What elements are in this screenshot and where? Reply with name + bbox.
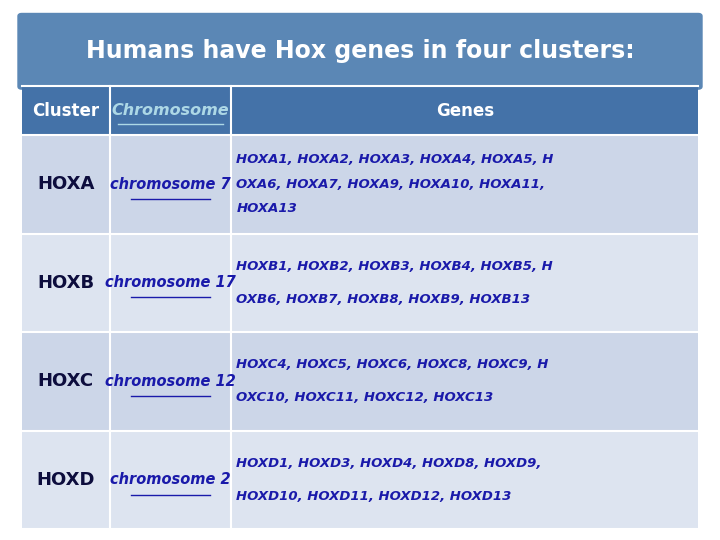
Text: Chromosome: Chromosome [112, 103, 229, 118]
Text: HOXA1, HOXA2, HOXA3, HOXA4, HOXA5, H: HOXA1, HOXA2, HOXA3, HOXA4, HOXA5, H [236, 153, 554, 166]
Text: OXA6, HOXA7, HOXA9, HOXA10, HOXA11,: OXA6, HOXA7, HOXA9, HOXA10, HOXA11, [236, 178, 546, 191]
Text: HOXD10, HOXD11, HOXD12, HOXD13: HOXD10, HOXD11, HOXD12, HOXD13 [236, 490, 512, 503]
FancyBboxPatch shape [22, 233, 698, 332]
Text: HOXA13: HOXA13 [236, 202, 297, 215]
Text: chromosome 12: chromosome 12 [105, 374, 236, 389]
Text: HOXD: HOXD [36, 471, 95, 489]
Text: chromosome 17: chromosome 17 [105, 275, 236, 291]
Text: HOXA: HOXA [37, 176, 94, 193]
Text: HOXC4, HOXC5, HOXC6, HOXC8, HOXC9, H: HOXC4, HOXC5, HOXC6, HOXC8, HOXC9, H [236, 359, 549, 372]
FancyBboxPatch shape [18, 14, 702, 89]
FancyBboxPatch shape [22, 332, 698, 431]
Text: chromosome 2: chromosome 2 [110, 472, 231, 488]
Text: Genes: Genes [436, 102, 494, 120]
Text: Humans have Hox genes in four clusters:: Humans have Hox genes in four clusters: [86, 39, 634, 63]
Text: chromosome 7: chromosome 7 [110, 177, 231, 192]
FancyBboxPatch shape [22, 135, 698, 233]
Text: HOXD1, HOXD3, HOXD4, HOXD8, HOXD9,: HOXD1, HOXD3, HOXD4, HOXD8, HOXD9, [236, 457, 542, 470]
Text: HOXB1, HOXB2, HOXB3, HOXB4, HOXB5, H: HOXB1, HOXB2, HOXB3, HOXB4, HOXB5, H [236, 260, 553, 273]
Text: OXB6, HOXB7, HOXB8, HOXB9, HOXB13: OXB6, HOXB7, HOXB8, HOXB9, HOXB13 [236, 293, 531, 306]
Text: HOXB: HOXB [37, 274, 94, 292]
FancyBboxPatch shape [22, 86, 698, 135]
Text: OXC10, HOXC11, HOXC12, HOXC13: OXC10, HOXC11, HOXC12, HOXC13 [236, 392, 494, 404]
Text: Cluster: Cluster [32, 102, 99, 120]
Text: HOXC: HOXC [37, 373, 94, 390]
FancyBboxPatch shape [22, 431, 698, 529]
